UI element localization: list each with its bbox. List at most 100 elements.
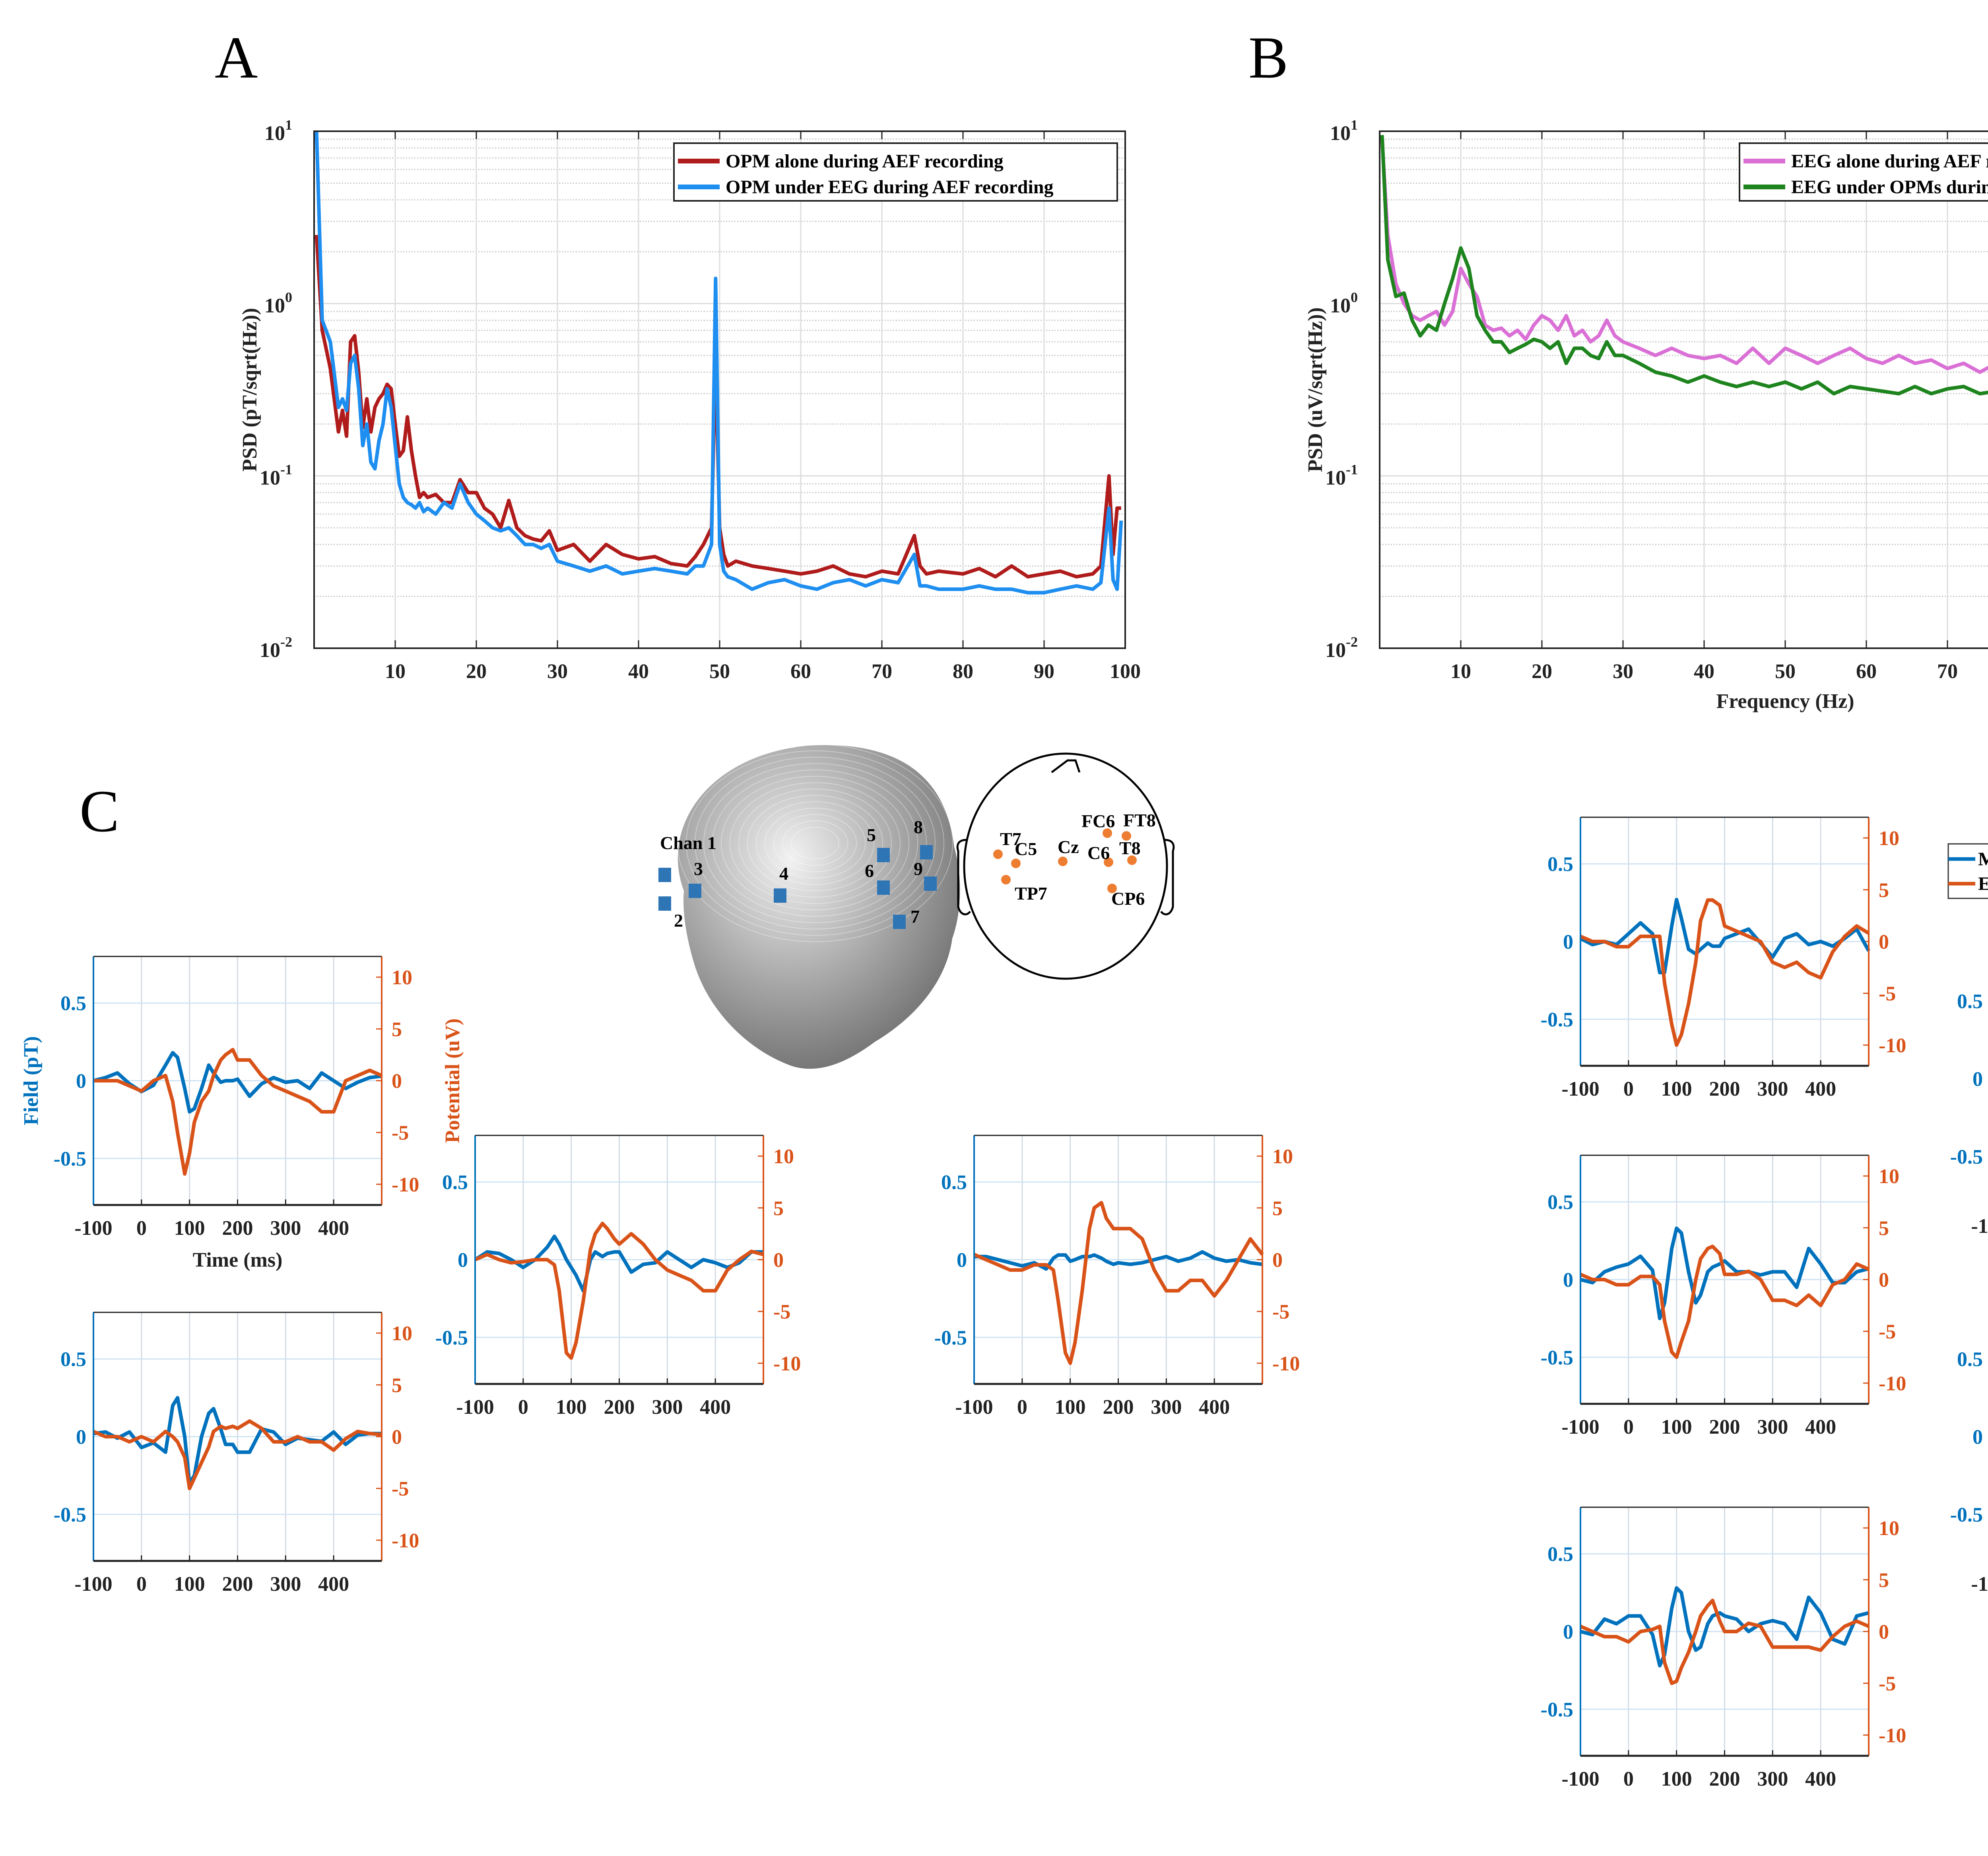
- head-contour: [765, 808, 866, 878]
- x-tick-label: 200: [222, 1217, 253, 1240]
- y-left-tick-label: 0.5: [941, 1171, 967, 1194]
- head-contour: [773, 814, 857, 872]
- x-tick-label: 300: [652, 1396, 683, 1419]
- y-tick-label: 101: [264, 117, 292, 145]
- x-tick-label: 200: [1709, 1768, 1740, 1790]
- y-right-tick-label: 0: [773, 1249, 784, 1272]
- y-left-tick-label: 0.5: [60, 1348, 86, 1371]
- y-axis-label: PSD (pT/sqrt(Hz)): [239, 308, 261, 472]
- x-tick-label: -100: [1561, 1416, 1599, 1438]
- head-contour: [721, 776, 909, 910]
- eeg-trace: [973, 1201, 1264, 1365]
- x-tick-label: 0: [136, 1217, 147, 1240]
- eeg-trace: [1580, 898, 1870, 1047]
- eeg-electrode-label: Cz: [1058, 837, 1079, 857]
- y-left-tick-label: -0.5: [54, 1148, 86, 1170]
- x-tick-label: 60: [790, 660, 811, 683]
- eeg-electrode-label: T8: [1119, 838, 1141, 858]
- eeg-trace: [474, 1221, 764, 1360]
- x-tick-label: 30: [547, 660, 568, 683]
- eeg-electrode-label: FC6: [1081, 811, 1115, 831]
- x-tick-label: 300: [1757, 1416, 1788, 1438]
- y-right-tick-label: 10: [1879, 1165, 1899, 1188]
- y-tick-base: 10: [264, 122, 285, 145]
- head-contour: [738, 789, 892, 898]
- meg-trace: [1579, 898, 1870, 975]
- evoked-subplot-6: -100 0 100 200 300 400 0.5 0 -0.5 10 5 0 -5 -10: [1541, 1154, 1906, 1438]
- meg-trace: [1580, 1586, 1870, 1667]
- evoked-subplot-2: -100 0 100 200 300 400 0.5 0 -0.5 10 5 0 -5 -10: [435, 1135, 801, 1419]
- y-left-tick-label: 0: [1563, 1269, 1573, 1292]
- head-contour: [677, 744, 953, 942]
- x-tick-label: -100: [1561, 1768, 1599, 1790]
- right-ear-outline: [1160, 839, 1175, 915]
- y-right-tick-label: -5: [1879, 1673, 1896, 1695]
- evoked-legend: MEG under OPM-MEG system EEG under OPM-ME…: [1947, 843, 1988, 899]
- y-tick-base: 10: [1325, 639, 1346, 662]
- head-contour: [782, 820, 848, 866]
- y-right-tick-label: 5: [1879, 1217, 1889, 1240]
- y-left-tick-label: 0.5: [442, 1171, 468, 1194]
- x-tick-label: 100: [1661, 1416, 1692, 1438]
- x-tick-label: 80: [953, 660, 973, 683]
- y-tick-exponent: 0: [1351, 289, 1358, 305]
- x-tick-label: 90: [1034, 660, 1054, 683]
- opm-channel-label: 6: [865, 861, 874, 881]
- eeg-trace: [1580, 1598, 1870, 1685]
- head-contour: [730, 782, 901, 904]
- y-right-tick-label: -5: [1272, 1301, 1289, 1323]
- y-left-tick-label: 0: [458, 1249, 468, 1272]
- evoked-subplot-4: -100 0 100 200 300 400 0.5 0 -0.5 10 5 0 -5 -10: [54, 1312, 419, 1596]
- y-right-tick-label: 0: [1879, 1269, 1889, 1292]
- series-line-2: [1380, 135, 1988, 396]
- eeg-electrode-marker: [1103, 828, 1112, 838]
- x-tick-label: 0: [1017, 1396, 1027, 1419]
- eeg-electrode-label: FT8: [1123, 810, 1156, 830]
- opm-sensor-marker: [689, 884, 701, 898]
- evoked-subplot-5: -100 0 100 200 300 400 0.5 0 -0.5 10 5 0 -5 -10: [1541, 816, 1906, 1100]
- y-right-tick-label: -5: [392, 1122, 409, 1145]
- y-tick-label: 10-1: [260, 462, 292, 490]
- legend-box: [1739, 142, 1988, 202]
- x-tick-label: 100: [174, 1217, 205, 1240]
- x-tick-label: 200: [1709, 1078, 1740, 1100]
- y-left-tick-label: 0: [76, 1426, 86, 1449]
- evoked-subplot-1: -100 0 100 200 300 400 0.5 0 -0.5 10 5 0 -5 -10 Time (…: [20, 956, 464, 1271]
- y-right-tick-label: -10: [1879, 1372, 1906, 1395]
- x-tick-label: 300: [270, 1217, 301, 1240]
- y-left-tick-label: 0: [1972, 1426, 1983, 1449]
- head-contour: [703, 763, 927, 923]
- series-line-1: [1380, 139, 1988, 374]
- eeg-trace: [93, 1048, 382, 1176]
- x-tick-label: 100: [556, 1396, 587, 1419]
- y-left-tick-label: 0.5: [1957, 1348, 1983, 1371]
- head-contour: [686, 750, 944, 936]
- y-left-tick-label: 0.5: [1547, 853, 1573, 876]
- y-right-tick-label: 5: [392, 1018, 402, 1041]
- eeg-trace: [1580, 1244, 1870, 1359]
- y-right-tick-label: -10: [392, 1174, 419, 1196]
- y-tick-label: 10-2: [1325, 634, 1358, 662]
- y-right-tick-label: -5: [392, 1478, 409, 1500]
- eeg-electrode-marker: [1107, 884, 1117, 893]
- y-left-tick-label: -0.5: [54, 1504, 86, 1526]
- opm-sensor-marker: [924, 876, 937, 891]
- y-right-tick-label: 0: [392, 1070, 402, 1093]
- x-tick-label: 0: [1623, 1416, 1634, 1438]
- eeg-electrode-label: TP7: [1015, 883, 1047, 904]
- x-tick-label: -100: [74, 1573, 112, 1596]
- plot-frame: [313, 130, 1126, 649]
- opm-sensor-marker: [774, 888, 786, 903]
- head-contour: [747, 795, 883, 891]
- y-left-tick-label: 0.5: [1547, 1191, 1573, 1214]
- x-tick-label: 70: [1937, 660, 1958, 683]
- x-tick-label: 100: [1661, 1078, 1692, 1100]
- y-left-tick-label: -0.5: [435, 1327, 468, 1349]
- opm-channel-label: 9: [914, 859, 923, 879]
- y-tick-label: 101: [1330, 117, 1358, 145]
- eeg-electrode-marker: [1001, 875, 1011, 884]
- y-right-tick-label: 10: [1879, 827, 1899, 850]
- x-tick-label: 0: [1623, 1078, 1634, 1100]
- y-right-tick-label: 10: [1879, 1517, 1899, 1540]
